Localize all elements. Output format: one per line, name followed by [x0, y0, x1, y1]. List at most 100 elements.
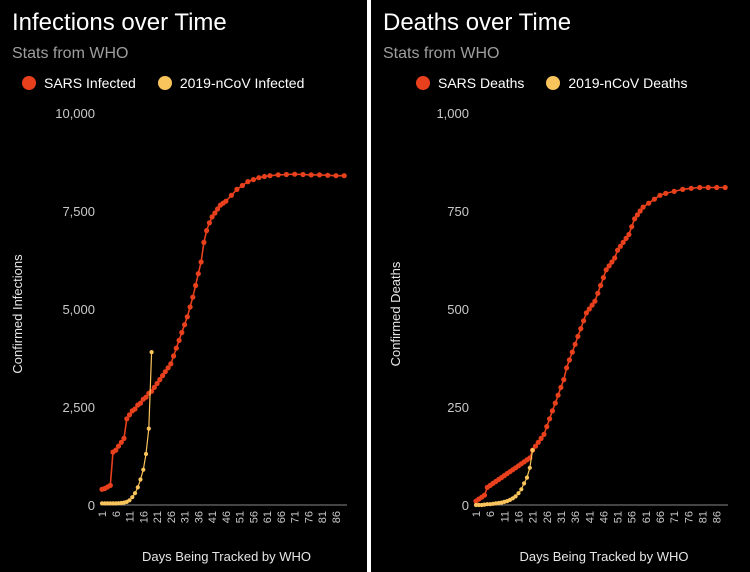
- infections-series-0-point[interactable]: [209, 214, 215, 220]
- deaths-series-0-point[interactable]: [583, 310, 589, 316]
- legend-item-ncov-infected[interactable]: 2019-nCoV Infected: [157, 75, 304, 91]
- infections-series-0-point[interactable]: [132, 406, 138, 412]
- infections-series-0-point[interactable]: [165, 365, 171, 371]
- deaths-series-1-point[interactable]: [485, 502, 490, 507]
- deaths-series-0-point[interactable]: [600, 275, 606, 281]
- deaths-series-0-point[interactable]: [589, 302, 595, 308]
- deaths-series-1-point[interactable]: [516, 491, 521, 496]
- infections-series-0-point[interactable]: [173, 345, 179, 351]
- deaths-series-0-point[interactable]: [651, 196, 657, 202]
- deaths-series-0-point[interactable]: [680, 186, 686, 192]
- infections-series-0-point[interactable]: [157, 377, 163, 383]
- deaths-series-0-point[interactable]: [626, 231, 632, 238]
- deaths-series-0-point[interactable]: [657, 192, 663, 198]
- infections-series-0-point[interactable]: [333, 173, 339, 179]
- infections-series-0-point[interactable]: [137, 400, 144, 406]
- deaths-series-1-point[interactable]: [519, 487, 524, 492]
- infections-series-1-point[interactable]: [149, 350, 154, 355]
- deaths-series-0-point[interactable]: [595, 290, 601, 296]
- deaths-series-0-point[interactable]: [549, 408, 555, 414]
- deaths-series-0-point[interactable]: [617, 243, 623, 249]
- deaths-series-0-point[interactable]: [535, 439, 541, 445]
- infections-series-0-point[interactable]: [182, 322, 188, 328]
- deaths-series-0-point[interactable]: [722, 184, 728, 191]
- deaths-series-0-point[interactable]: [629, 224, 635, 230]
- deaths-series-0-point[interactable]: [632, 216, 638, 222]
- infections-series-0-point[interactable]: [215, 206, 221, 212]
- deaths-series-0-point[interactable]: [538, 435, 544, 441]
- infections-series-0-point[interactable]: [256, 175, 262, 181]
- infections-series-1-point[interactable]: [138, 477, 143, 482]
- infections-series-0-point[interactable]: [124, 416, 130, 422]
- deaths-series-1-point[interactable]: [530, 448, 535, 453]
- infections-series-0-point[interactable]: [143, 394, 149, 400]
- deaths-series-0-point[interactable]: [637, 208, 643, 214]
- infections-series-0-point[interactable]: [126, 412, 133, 418]
- deaths-series-0-point[interactable]: [586, 306, 592, 312]
- deaths-series-0-point[interactable]: [561, 377, 567, 383]
- deaths-series-0-point[interactable]: [612, 255, 618, 261]
- infections-series-0-point[interactable]: [267, 173, 273, 179]
- infections-series-0-point[interactable]: [283, 171, 289, 178]
- deaths-series-1-point[interactable]: [522, 481, 527, 486]
- deaths-series-0-point[interactable]: [592, 298, 598, 304]
- infections-series-0-point[interactable]: [341, 173, 347, 179]
- deaths-series-0-point[interactable]: [620, 239, 626, 245]
- infections-series-0-point[interactable]: [160, 373, 166, 379]
- infections-series-0-point[interactable]: [300, 171, 306, 178]
- infections-series-0-point[interactable]: [212, 210, 218, 216]
- deaths-series-0-point[interactable]: [623, 235, 629, 241]
- deaths-series-0-point[interactable]: [646, 200, 652, 206]
- infections-series-0-point[interactable]: [162, 369, 168, 375]
- deaths-series-0-point[interactable]: [606, 263, 612, 269]
- infections-series-1-point[interactable]: [130, 495, 135, 500]
- infections-series-0-point[interactable]: [176, 337, 182, 343]
- infections-series-0-point[interactable]: [223, 198, 229, 204]
- deaths-series-0-point[interactable]: [615, 247, 621, 253]
- deaths-series-0-point[interactable]: [541, 431, 547, 437]
- deaths-series-0-point[interactable]: [688, 185, 694, 191]
- infections-series-0-point[interactable]: [168, 361, 174, 367]
- infections-series-0-point[interactable]: [261, 173, 267, 180]
- infections-series-1-point[interactable]: [143, 451, 149, 457]
- infections-series-0-point[interactable]: [151, 384, 157, 390]
- infections-series-0-point[interactable]: [190, 294, 196, 300]
- legend-item-sars-deaths[interactable]: SARS Deaths: [416, 75, 524, 91]
- infections-series-0-point[interactable]: [250, 177, 256, 183]
- infections-series-0-point[interactable]: [292, 171, 298, 177]
- deaths-series-1-point[interactable]: [476, 502, 481, 508]
- deaths-series-0-point[interactable]: [552, 400, 558, 406]
- infections-series-0-point[interactable]: [115, 443, 122, 449]
- deaths-series-0-point[interactable]: [569, 349, 575, 355]
- deaths-series-0-point[interactable]: [481, 492, 488, 498]
- infections-series-0-point[interactable]: [198, 259, 204, 265]
- infections-series-1-point[interactable]: [135, 485, 140, 490]
- deaths-series-0-point[interactable]: [544, 424, 550, 430]
- infections-series-0-point[interactable]: [325, 172, 331, 178]
- deaths-series-0-point[interactable]: [663, 190, 669, 196]
- deaths-series-1-point[interactable]: [527, 465, 532, 470]
- deaths-series-0-point[interactable]: [555, 392, 561, 398]
- deaths-series-0-point[interactable]: [598, 282, 604, 289]
- deaths-series-1-point[interactable]: [513, 494, 518, 499]
- deaths-series-0-point[interactable]: [697, 184, 703, 191]
- deaths-series-0-point[interactable]: [564, 365, 570, 371]
- infections-series-1-point[interactable]: [141, 467, 146, 472]
- infections-series-0-point[interactable]: [275, 172, 281, 178]
- deaths-series-0-point[interactable]: [705, 184, 711, 191]
- infections-series-0-point[interactable]: [228, 192, 234, 198]
- infections-series-0-point[interactable]: [234, 186, 240, 192]
- deaths-series-0-point[interactable]: [575, 333, 581, 339]
- infections-series-0-point[interactable]: [201, 239, 207, 245]
- infections-series-1-point[interactable]: [132, 491, 138, 496]
- infections-series-0-point[interactable]: [308, 172, 314, 178]
- infections-series-0-point[interactable]: [206, 220, 212, 226]
- deaths-series-0-point[interactable]: [581, 318, 587, 324]
- infections-series-0-point[interactable]: [121, 435, 127, 441]
- deaths-series-0-point[interactable]: [714, 184, 720, 191]
- legend-item-ncov-deaths[interactable]: 2019-nCoV Deaths: [546, 75, 687, 91]
- infections-series-0-point[interactable]: [239, 182, 245, 189]
- deaths-series-0-point[interactable]: [671, 188, 677, 194]
- deaths-series-1-point[interactable]: [524, 475, 530, 480]
- deaths-series-0-point[interactable]: [609, 259, 615, 265]
